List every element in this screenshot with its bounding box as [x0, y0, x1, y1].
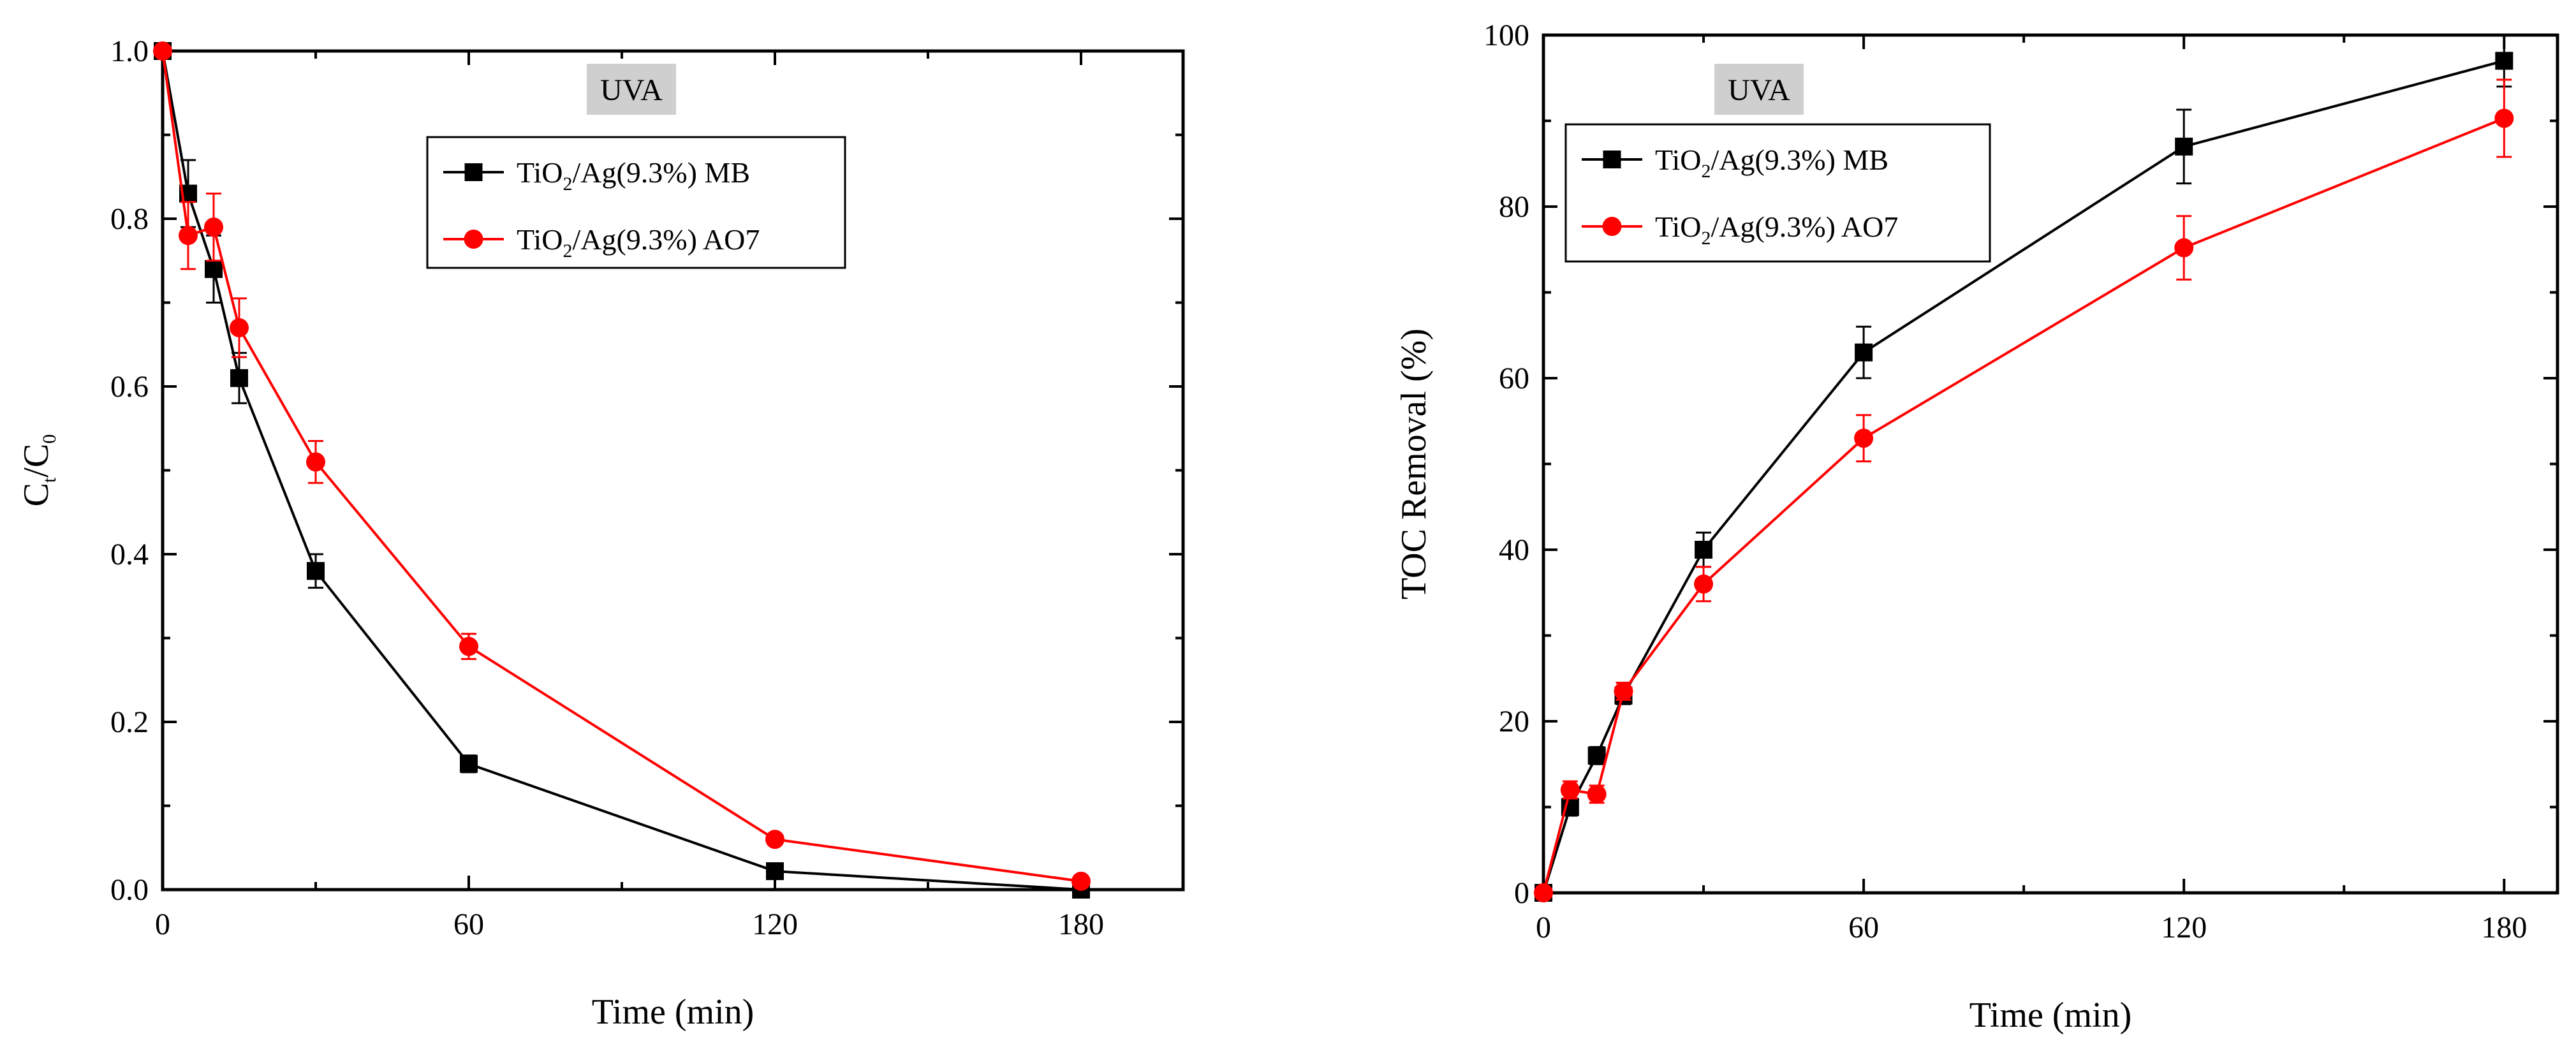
legend-label: TiO2/Ag(9.3%) MB	[1655, 143, 1888, 182]
y-tick-label: 60	[1499, 362, 1529, 395]
x-tick-label: 120	[752, 907, 798, 941]
x-tick-label: 60	[1848, 911, 1879, 944]
data-point	[1694, 574, 1714, 594]
data-point	[1695, 541, 1713, 559]
data-point	[459, 636, 478, 656]
left-chart: 0 60 120 180 0.0 0.2 0.4 0.6 0.8 1.0 Time (min) Ct/…	[17, 34, 1185, 1032]
y-tick-label: 0.0	[110, 873, 149, 907]
uva-badge	[587, 64, 676, 115]
data-point	[306, 452, 325, 472]
data-point	[1614, 681, 1633, 701]
legend: TiO2/Ag(9.3%) MB TiO2/Ag(9.3%) AO7	[1564, 123, 1991, 263]
y-axis-title: Ct/C0	[17, 434, 60, 507]
legend-box	[1564, 123, 1991, 263]
y-tick-label: 0.6	[110, 370, 149, 404]
data-point	[1534, 883, 1553, 902]
data-point	[766, 862, 784, 881]
data-point	[2175, 137, 2193, 156]
data-point	[2494, 108, 2514, 128]
data-point	[1587, 746, 1606, 765]
data-point	[307, 562, 325, 580]
data-point	[765, 830, 784, 849]
legend-marker	[1603, 151, 1621, 168]
series-line	[161, 50, 1082, 891]
y-tick-label: 1.0	[110, 34, 149, 68]
data-point	[2495, 52, 2513, 70]
data-point	[230, 318, 249, 337]
data-point	[2174, 238, 2194, 258]
data-point	[204, 217, 223, 237]
x-tick-label: 120	[2161, 911, 2207, 944]
x-tick-label: 180	[2481, 911, 2527, 944]
x-axis-title: Time (min)	[592, 992, 754, 1032]
y-tick-label: 0	[1514, 876, 1529, 910]
data-point	[1071, 871, 1091, 891]
y-axis-title: TOC Removal (%)	[1394, 328, 1434, 599]
data-point	[153, 41, 172, 61]
y-tick-label: 0.4	[110, 538, 149, 571]
series-ao7	[153, 41, 1091, 891]
data-point	[179, 226, 198, 246]
uva-badge	[1714, 64, 1804, 115]
y-tick-label: 100	[1483, 18, 1529, 52]
data-point	[460, 754, 478, 773]
legend-marker	[464, 163, 483, 181]
x-tick-label: 0	[155, 907, 170, 941]
x-tick-label: 0	[1536, 911, 1551, 944]
data-point	[1587, 784, 1607, 804]
series-ao7	[1534, 78, 2514, 902]
data-point	[1560, 780, 1580, 800]
uva-badge-label: UVA	[600, 73, 663, 107]
x-tick-label: 60	[453, 907, 484, 941]
right-chart: 0 60 120 180 0 20 40 60 80 100 Time (min) TOC Remov…	[1394, 18, 2559, 1035]
legend-label: TiO2/Ag(9.3%) AO7	[1655, 210, 1898, 249]
y-tick-label: 40	[1499, 533, 1529, 567]
legend-label: TiO2/Ag(9.3%) AO7	[517, 223, 760, 261]
uva-badge-label: UVA	[1728, 73, 1790, 107]
legend: TiO2/Ag(9.3%) MB TiO2/Ag(9.3%) AO7	[426, 136, 846, 269]
data-point	[230, 369, 248, 387]
legend-marker	[464, 230, 483, 249]
x-tick-label: 180	[1058, 907, 1104, 941]
legend-box	[426, 136, 846, 269]
data-point	[205, 260, 223, 278]
y-tick-label: 0.2	[110, 705, 149, 739]
legend-marker	[1602, 217, 1622, 236]
x-axis-title: Time (min)	[1969, 996, 2132, 1035]
data-point	[1854, 429, 1874, 448]
y-tick-label: 0.8	[110, 202, 149, 236]
y-tick-label: 20	[1499, 705, 1529, 738]
legend-label: TiO2/Ag(9.3%) MB	[517, 156, 750, 195]
y-tick-label: 80	[1499, 190, 1529, 224]
data-point	[1855, 343, 1873, 362]
